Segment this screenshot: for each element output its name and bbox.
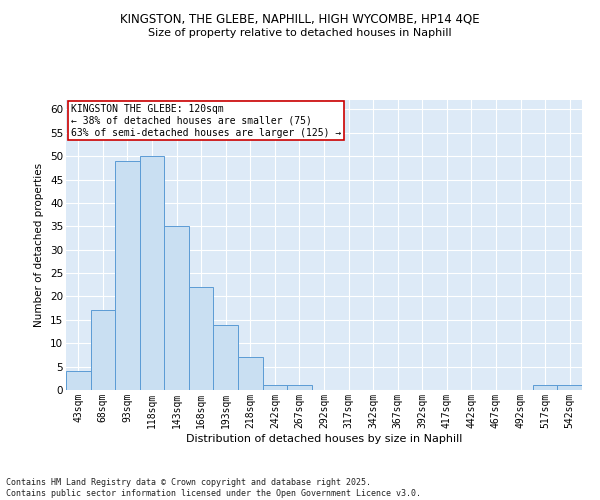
Bar [66, 372, 91, 390]
Text: Size of property relative to detached houses in Naphill: Size of property relative to detached ho… [148, 28, 452, 38]
Text: KINGSTON THE GLEBE: 120sqm
← 38% of detached houses are smaller (75)
63% of semi: KINGSTON THE GLEBE: 120sqm ← 38% of deta… [71, 104, 341, 138]
Bar [263, 386, 287, 390]
Text: KINGSTON, THE GLEBE, NAPHILL, HIGH WYCOMBE, HP14 4QE: KINGSTON, THE GLEBE, NAPHILL, HIGH WYCOM… [120, 12, 480, 26]
Bar [189, 287, 214, 390]
Bar [140, 156, 164, 390]
Bar [91, 310, 115, 390]
Y-axis label: Number of detached properties: Number of detached properties [34, 163, 44, 327]
X-axis label: Distribution of detached houses by size in Naphill: Distribution of detached houses by size … [186, 434, 462, 444]
Bar [557, 386, 582, 390]
Bar [164, 226, 189, 390]
Bar [238, 358, 263, 390]
Text: Contains HM Land Registry data © Crown copyright and database right 2025.
Contai: Contains HM Land Registry data © Crown c… [6, 478, 421, 498]
Bar [115, 161, 140, 390]
Bar [287, 386, 312, 390]
Bar [533, 386, 557, 390]
Bar [214, 324, 238, 390]
